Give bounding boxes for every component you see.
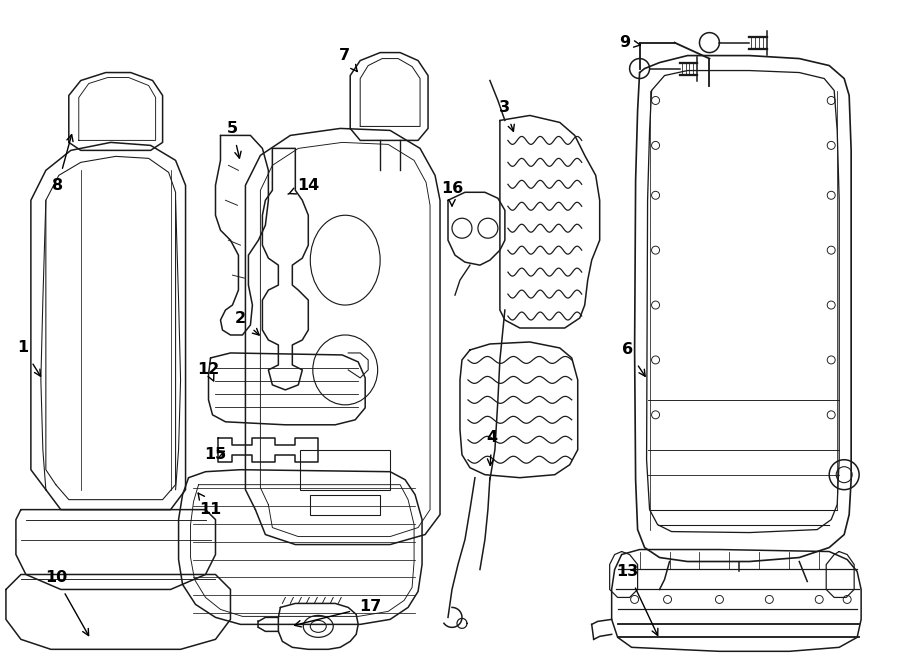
Text: 11: 11 — [198, 493, 221, 517]
Text: 15: 15 — [204, 447, 227, 462]
Text: 10: 10 — [45, 570, 88, 636]
Bar — [310, 494, 380, 515]
Text: 7: 7 — [338, 48, 357, 71]
Text: 1: 1 — [17, 340, 40, 376]
Text: 3: 3 — [500, 100, 514, 132]
Text: 4: 4 — [486, 430, 498, 465]
Text: 17: 17 — [294, 599, 382, 627]
Text: 12: 12 — [197, 362, 220, 381]
Text: 5: 5 — [227, 121, 241, 158]
Text: 16: 16 — [441, 181, 464, 206]
Text: 9: 9 — [619, 35, 641, 50]
Text: 8: 8 — [52, 135, 73, 193]
Text: 14: 14 — [288, 178, 320, 194]
Text: 2: 2 — [235, 311, 259, 335]
Text: 6: 6 — [622, 342, 645, 376]
Text: 13: 13 — [616, 564, 658, 635]
Bar — [301, 449, 390, 490]
